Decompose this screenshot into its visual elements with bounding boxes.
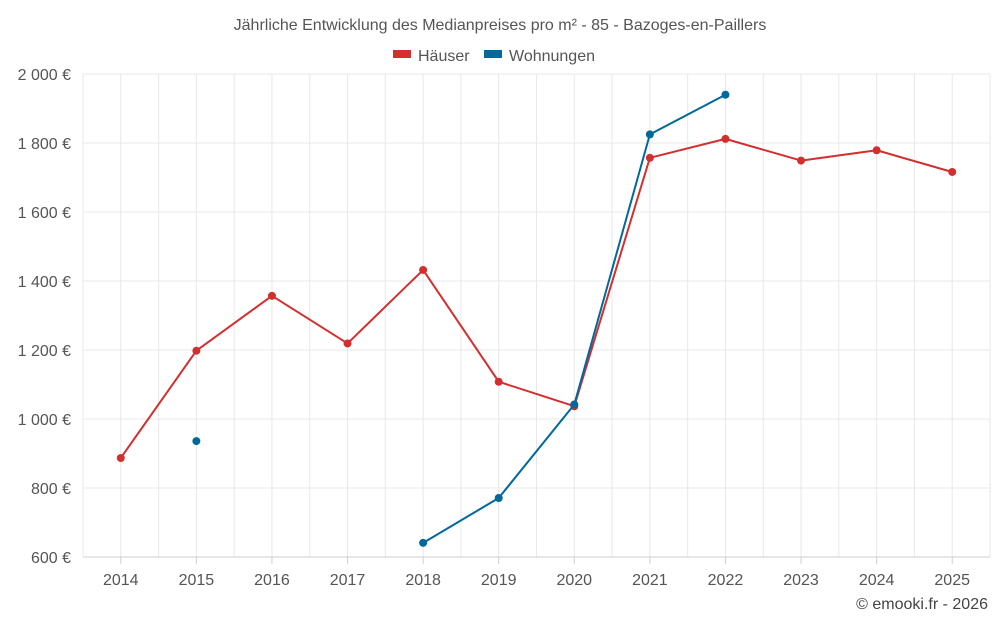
y-tick-label: 800 € [31,481,71,498]
x-tick-label: 2025 [934,572,970,589]
x-tick-label: 2018 [405,572,441,589]
legend-item-wohnungen[interactable]: Wohnungen [484,48,595,65]
data-point-haeuser[interactable] [645,153,654,162]
x-tick-label: 2014 [103,572,139,589]
x-tick-label: 2019 [481,572,517,589]
series [116,90,957,547]
data-point-wohnungen[interactable] [645,130,654,139]
grid [82,73,991,557]
data-point-haeuser[interactable] [192,346,201,355]
y-tick-label: 1 800 € [18,136,71,153]
x-tick-label: 2024 [859,572,895,589]
y-tick-label: 600 € [31,550,71,567]
x-tick-label: 2020 [556,572,592,589]
legend-label-haeuser: Häuser [418,48,470,65]
y-tick-label: 2 000 € [18,67,71,84]
x-tick-label: 2017 [330,572,366,589]
data-point-wohnungen[interactable] [192,437,201,446]
x-tick-label: 2021 [632,572,668,589]
axes: 600 € 800 € 1 000 € 1 200 € 1 400 € 1 600 € 1 … [18,67,990,589]
y-tick-label: 1 200 € [18,343,71,360]
data-point-haeuser[interactable] [343,339,352,348]
data-point-haeuser[interactable] [721,134,730,143]
data-point-wohnungen[interactable] [570,400,579,409]
x-tick-label: 2016 [254,572,290,589]
legend-label-wohnungen: Wohnungen [509,48,595,65]
legend-swatch-haeuser [393,50,411,58]
data-point-haeuser[interactable] [116,453,125,462]
legend: Häuser Wohnungen [393,48,595,65]
y-tick-label: 1 000 € [18,412,71,429]
data-point-haeuser[interactable] [948,167,957,176]
y-tick-label: 1 600 € [18,205,71,222]
x-tick-label: 2015 [179,572,215,589]
data-point-haeuser[interactable] [419,265,428,274]
y-tick-label: 1 400 € [18,274,71,291]
x-tick-label: 2022 [708,572,744,589]
x-tick-label: 2023 [783,572,819,589]
data-point-haeuser[interactable] [267,291,276,300]
credit-text: © emooki.fr - 2026 [856,596,988,613]
series-wohnungen [192,90,730,547]
data-point-wohnungen[interactable] [721,90,730,99]
chart-title: Jährliche Entwicklung des Medianpreises … [234,17,767,34]
data-point-wohnungen[interactable] [494,494,503,503]
legend-item-haeuser[interactable]: Häuser [393,48,470,65]
series-line-haeuser [119,137,953,459]
data-point-haeuser[interactable] [797,156,806,165]
legend-swatch-wohnungen [484,50,502,58]
data-point-wohnungen[interactable] [419,538,428,547]
data-point-haeuser[interactable] [494,377,503,386]
data-point-haeuser[interactable] [872,146,881,155]
